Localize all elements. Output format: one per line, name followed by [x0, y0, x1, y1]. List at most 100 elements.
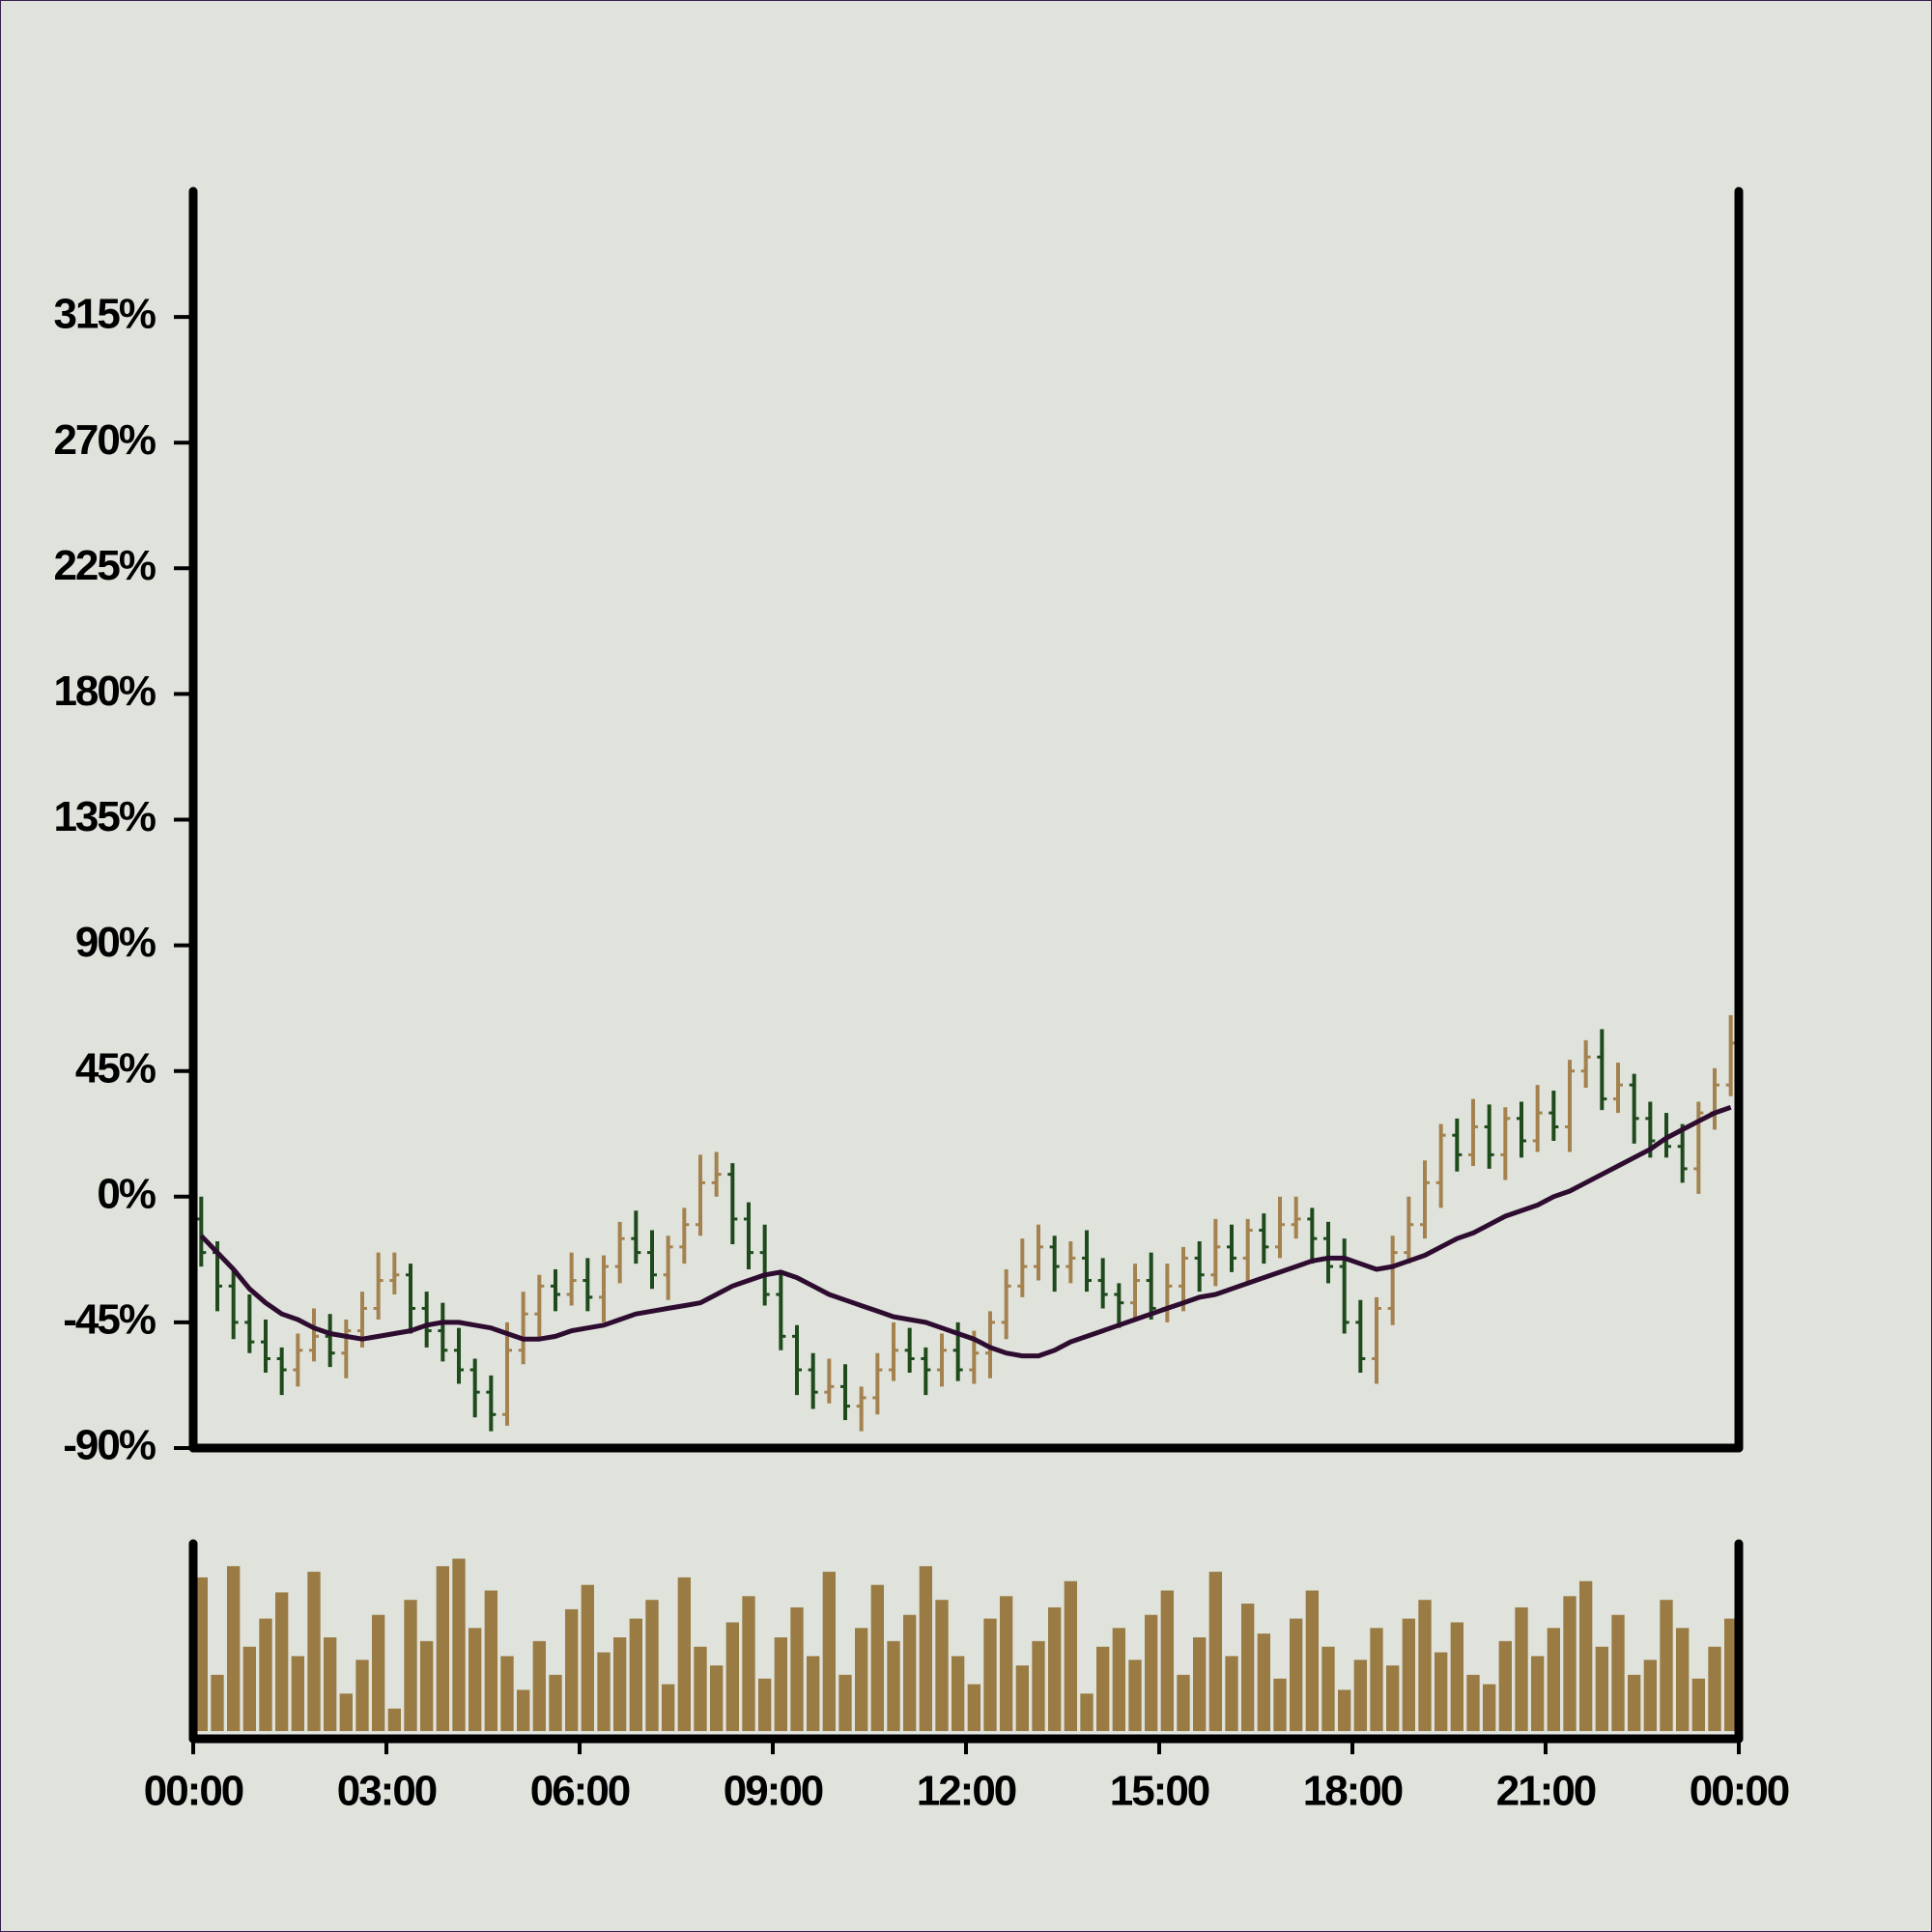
- volume-bar: [1032, 1640, 1045, 1731]
- volume-bar: [1177, 1674, 1190, 1731]
- volume-bar: [1611, 1614, 1625, 1731]
- volume-bar: [967, 1684, 980, 1731]
- volume-bar: [1579, 1580, 1593, 1731]
- volume-bar: [275, 1592, 289, 1731]
- volume-bar: [1708, 1646, 1721, 1731]
- x-tick-label: 09:00: [724, 1768, 823, 1815]
- volume-bar: [774, 1637, 787, 1731]
- volume-bar: [662, 1684, 675, 1731]
- volume-bar: [613, 1637, 627, 1731]
- y-tick-label: 225%: [53, 542, 155, 589]
- volume-bar: [211, 1674, 224, 1731]
- y-tick-label: 90%: [75, 919, 156, 966]
- volume-bar: [1321, 1646, 1335, 1731]
- volume-bar: [629, 1618, 642, 1731]
- volume-bar: [1160, 1590, 1174, 1731]
- volume-bar: [694, 1646, 707, 1731]
- volume-bar: [1048, 1606, 1062, 1731]
- volume-bar: [1483, 1684, 1496, 1731]
- volume-bar: [484, 1590, 497, 1731]
- volume-bar: [1064, 1580, 1077, 1731]
- y-tick-label: 315%: [53, 291, 155, 338]
- y-tick-label: -90%: [63, 1422, 156, 1469]
- volume-bar: [1015, 1665, 1029, 1731]
- volume-bar: [1096, 1646, 1110, 1731]
- x-tick-label: 15:00: [1110, 1768, 1209, 1815]
- volume-bar: [1531, 1656, 1545, 1731]
- volume-bar: [1402, 1618, 1415, 1731]
- volume-bar: [1435, 1652, 1448, 1731]
- volume-bar: [742, 1596, 755, 1731]
- volume-bar: [242, 1646, 256, 1731]
- volume-bar: [259, 1618, 272, 1731]
- volume-bar: [870, 1584, 884, 1731]
- volume-bar: [1112, 1628, 1125, 1731]
- volume-bar: [372, 1614, 385, 1731]
- volume-bar: [291, 1656, 304, 1731]
- volume-bar: [1080, 1693, 1094, 1731]
- volume-bar: [500, 1656, 514, 1731]
- x-tick-label: 03:00: [337, 1768, 437, 1815]
- volume-bar: [1450, 1622, 1463, 1731]
- x-tick-label: 06:00: [530, 1768, 630, 1815]
- x-tick-label: 21:00: [1496, 1768, 1596, 1815]
- volume-bar: [807, 1656, 820, 1731]
- x-tick-label: 12:00: [917, 1768, 1016, 1815]
- volume-bar: [1225, 1656, 1238, 1731]
- volume-bar: [1290, 1618, 1303, 1731]
- volume-bar: [387, 1708, 401, 1731]
- volume-bar: [565, 1608, 579, 1731]
- y-tick-label: 135%: [53, 793, 155, 840]
- volume-bar: [1208, 1572, 1222, 1731]
- volume-bar: [597, 1652, 611, 1731]
- moving-average: [199, 1104, 1732, 1359]
- volume-bar: [1241, 1604, 1255, 1731]
- volume-bar: [790, 1606, 804, 1731]
- volume-bar: [324, 1637, 337, 1731]
- volume-bar: [1000, 1596, 1013, 1731]
- volume-bar: [1145, 1614, 1158, 1731]
- volume-bar: [1724, 1618, 1738, 1731]
- x-tick-label: 00:00: [1690, 1768, 1789, 1815]
- volume-bar: [1193, 1637, 1207, 1731]
- volume-bar: [1660, 1600, 1673, 1731]
- volume-bar: [227, 1566, 241, 1731]
- x-tick-label: 00:00: [144, 1768, 243, 1815]
- volume-bar: [1691, 1678, 1705, 1731]
- axes: -90% -45% 0% 45% 90% 135% 180% 225% 270% 315% 00:0…: [53, 186, 1791, 1815]
- volume-bar: [404, 1600, 417, 1731]
- y-tick-label: 270%: [53, 416, 155, 464]
- volume-bar: [1547, 1628, 1560, 1731]
- volume-bar: [838, 1674, 852, 1731]
- volume-bar: [1418, 1600, 1432, 1731]
- volume-bar: [645, 1600, 659, 1731]
- volume-bar: [194, 1577, 208, 1731]
- volume-bar: [1676, 1628, 1690, 1731]
- volume-bar: [469, 1628, 482, 1731]
- y-tick-label: 180%: [53, 668, 155, 715]
- volume-bar: [983, 1618, 997, 1731]
- volume-bar: [1563, 1596, 1577, 1731]
- volume-bar: [919, 1566, 932, 1731]
- volume-bar: [452, 1558, 466, 1731]
- volume-bar: [855, 1628, 868, 1731]
- volume-bar: [1386, 1665, 1400, 1731]
- volume-bar: [1353, 1660, 1367, 1731]
- volume-bar: [1305, 1590, 1319, 1731]
- volume-bar: [532, 1640, 546, 1731]
- volume-bar: [935, 1600, 949, 1731]
- y-tick-label: -45%: [63, 1296, 156, 1344]
- volume-bar: [581, 1584, 594, 1731]
- volume-bar: [355, 1660, 369, 1731]
- volume-bar: [436, 1566, 449, 1731]
- volume-bar: [710, 1665, 724, 1731]
- volume-bar: [1338, 1690, 1351, 1731]
- volume-bar: [1273, 1678, 1287, 1731]
- volume-bar: [1628, 1674, 1641, 1731]
- y-tick-label: 45%: [75, 1044, 156, 1092]
- volume-bar: [549, 1674, 562, 1731]
- y-tick-label: 0%: [97, 1170, 155, 1217]
- volume-bar: [887, 1640, 900, 1731]
